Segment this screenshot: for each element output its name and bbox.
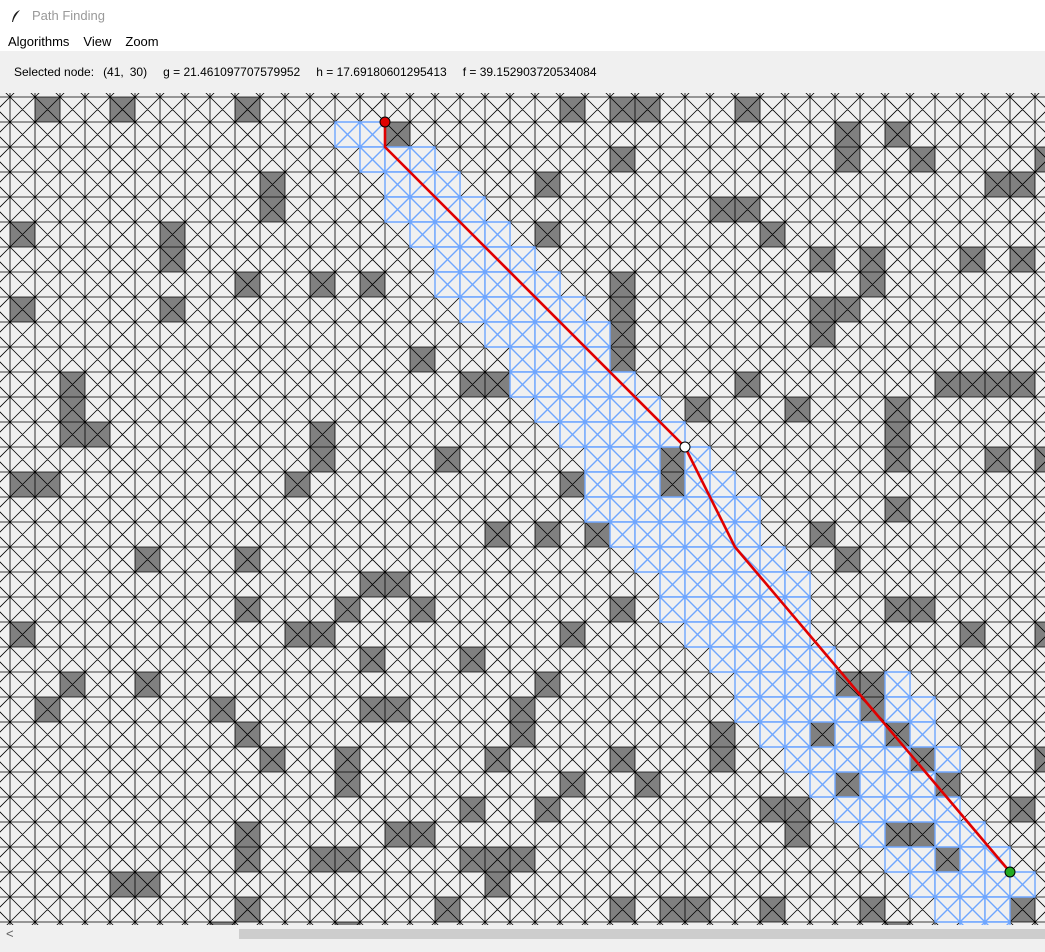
menu-algorithms[interactable]: Algorithms <box>8 33 70 49</box>
wall-cell[interactable] <box>1035 447 1045 472</box>
explored-cell-lines <box>984 921 1011 925</box>
window-title: Path Finding <box>32 8 105 23</box>
explored-cells <box>334 121 1036 925</box>
g-value: g = 21.461097707579952 <box>163 65 301 79</box>
menu-bar: Algorithms View Zoom <box>0 31 1045 51</box>
wall-cell[interactable] <box>210 922 235 925</box>
grid-svg[interactable] <box>0 93 1045 925</box>
explored-cell <box>985 922 1010 925</box>
wall-cell[interactable] <box>335 922 360 925</box>
wall-cell[interactable] <box>1035 747 1045 772</box>
node-info-bar: Selected node: (41, 30) g = 21.461097707… <box>0 51 1045 93</box>
feather-icon <box>8 8 24 24</box>
grid-canvas[interactable] <box>0 93 1045 925</box>
window-titlebar: Path Finding <box>0 0 1045 31</box>
explored-cell-lines <box>959 921 986 925</box>
explored-cell <box>960 922 985 925</box>
goal-node[interactable] <box>1004 866 1016 878</box>
scroll-left-arrow-icon[interactable]: < <box>6 926 14 941</box>
explored-cell-lines <box>1009 871 1036 898</box>
wall-cell[interactable] <box>1035 147 1045 172</box>
horizontal-scrollbar[interactable]: < <box>0 925 1045 942</box>
start-node[interactable] <box>379 116 391 128</box>
wall-cell[interactable] <box>885 922 910 925</box>
f-value: f = 39.152903720534084 <box>462 65 597 79</box>
selected-node[interactable] <box>679 441 691 453</box>
explored-cell-lines <box>934 746 961 773</box>
window-bottom-edge <box>0 942 1045 952</box>
selected-node-label: Selected node: <box>14 65 95 79</box>
wall-cell[interactable] <box>1035 622 1045 647</box>
menu-zoom[interactable]: Zoom <box>125 33 159 49</box>
h-value: h = 17.69180601295413 <box>316 65 447 79</box>
scrollbar-thumb[interactable] <box>239 929 1045 939</box>
selected-node-x: (41, <box>103 65 124 79</box>
menu-view[interactable]: View <box>83 33 112 49</box>
selected-node-y: 30) <box>129 65 148 79</box>
